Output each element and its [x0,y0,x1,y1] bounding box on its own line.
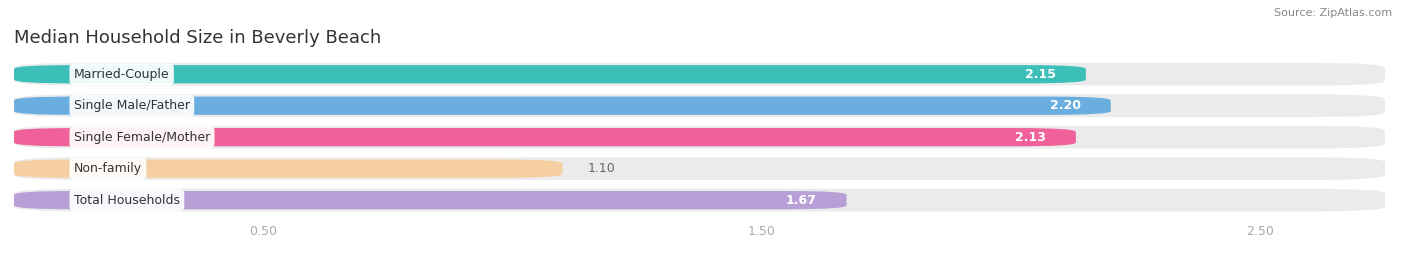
Text: 2.20: 2.20 [1050,99,1081,112]
Text: Source: ZipAtlas.com: Source: ZipAtlas.com [1274,8,1392,18]
FancyBboxPatch shape [14,126,1385,148]
Text: 1.67: 1.67 [786,194,817,207]
FancyBboxPatch shape [14,65,1085,83]
Text: Single Male/Father: Single Male/Father [75,99,190,112]
Text: 1.10: 1.10 [588,162,614,175]
Text: 2.15: 2.15 [1025,68,1056,81]
Text: Married-Couple: Married-Couple [75,68,170,81]
FancyBboxPatch shape [14,63,1385,86]
Text: Median Household Size in Beverly Beach: Median Household Size in Beverly Beach [14,29,381,47]
Text: Total Households: Total Households [75,194,180,207]
FancyBboxPatch shape [14,191,846,209]
FancyBboxPatch shape [14,160,562,178]
FancyBboxPatch shape [14,189,1385,211]
Text: Single Female/Mother: Single Female/Mother [75,131,209,144]
FancyBboxPatch shape [14,94,1385,117]
Text: 2.13: 2.13 [1015,131,1046,144]
FancyBboxPatch shape [14,97,1111,115]
FancyBboxPatch shape [14,157,1385,180]
Text: Non-family: Non-family [75,162,142,175]
FancyBboxPatch shape [14,128,1076,146]
